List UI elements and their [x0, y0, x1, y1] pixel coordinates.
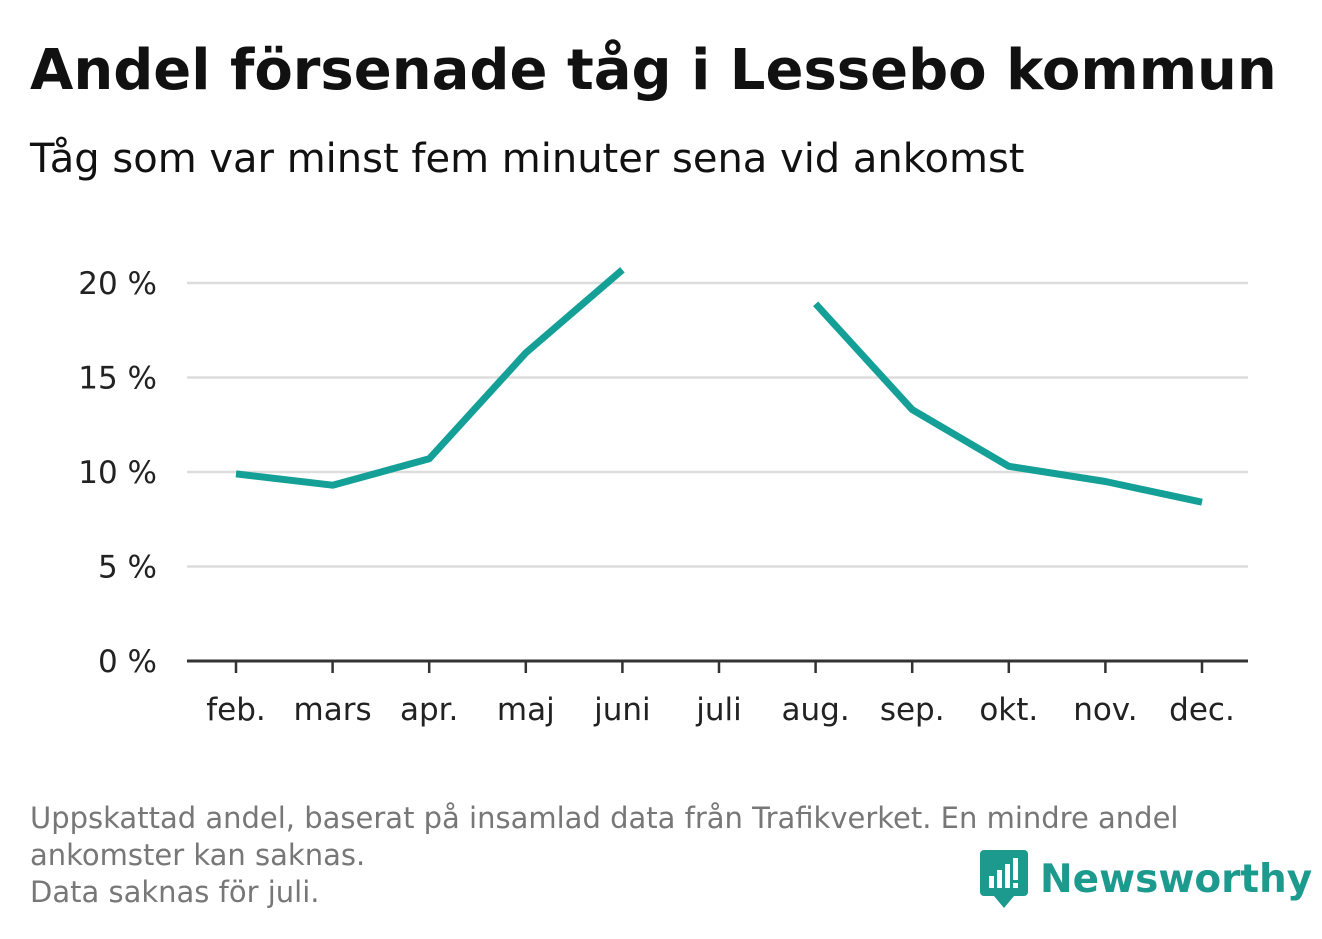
x-tick-label: dec.: [1169, 692, 1235, 728]
y-tick-label: 0 %: [98, 644, 157, 680]
footnote-line-1: Uppskattad andel, baserat på insamlad da…: [30, 801, 1179, 872]
y-tick-label: 20 %: [78, 266, 157, 302]
x-tick-label: feb.: [206, 692, 266, 728]
x-tick-label: juni: [593, 692, 651, 728]
footnote-line-2: Data saknas för juli.: [30, 875, 320, 909]
chart-subtitle: Tåg som var minst fem minuter sena vid a…: [30, 136, 1025, 182]
x-tick-label: maj: [497, 692, 555, 728]
brand-logo: Newsworthy: [980, 848, 1312, 910]
y-tick-label: 5 %: [98, 550, 157, 586]
y-axis-ticks: 0 % 5 % 10 % 15 % 20 %: [78, 266, 157, 680]
line-chart: 0 % 5 % 10 % 15 % 20 % feb. mars apr. maj juni ju…: [78, 266, 1248, 728]
x-tick-label: okt.: [979, 692, 1038, 728]
series-line-segment: [813, 301, 1203, 506]
y-tick-label: 10 %: [78, 455, 157, 491]
x-tick-label: juli: [695, 692, 742, 728]
x-tick-label: apr.: [400, 692, 458, 728]
x-tick-label: aug.: [782, 692, 850, 728]
x-tick-label: sep.: [880, 692, 945, 728]
gridlines: [187, 281, 1248, 568]
y-tick-label: 15 %: [78, 361, 157, 397]
x-tick-label: nov.: [1073, 692, 1137, 728]
x-axis-ticks: feb. mars apr. maj juni juli aug. sep. okt. nov. d…: [206, 661, 1235, 728]
chart-title: Andel försenade tåg i Lessebo kommun: [30, 38, 1277, 103]
series-lines: [235, 267, 1203, 506]
newsworthy-logo-icon: [980, 850, 1028, 908]
footnote: Uppskattad andel, baserat på insamlad da…: [30, 800, 1280, 911]
brand-name: Newsworthy: [1040, 856, 1313, 902]
series-line-segment: [235, 267, 625, 489]
x-tick-label: mars: [294, 692, 372, 728]
